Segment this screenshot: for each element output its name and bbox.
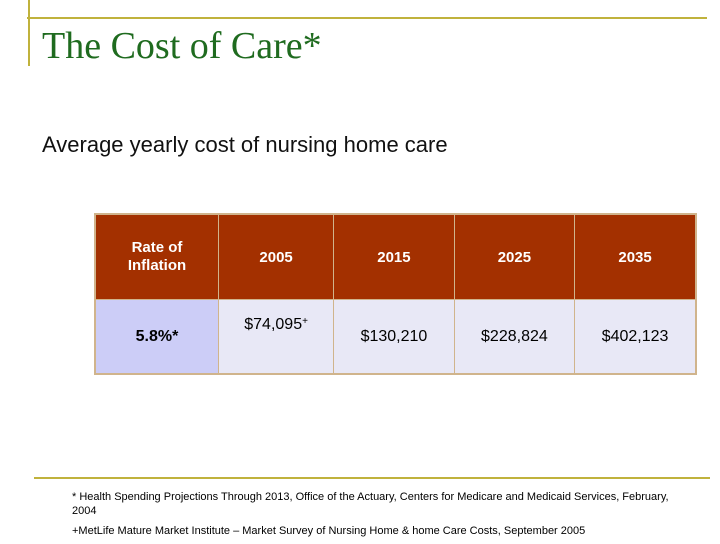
cost-value-2005: $74,095 [244,316,303,333]
header-year-2005: 2005 [217,213,335,300]
header-rate-of-inflation: Rate of Inflation [94,213,219,300]
footnote-metlife: +MetLife Mature Market Institute – Marke… [72,525,586,537]
rate-cell: 5.8%* [94,299,219,375]
title-frame-left-rule [28,0,30,66]
footnotes: * Health Spending Projections Through 20… [72,490,692,544]
footnote-cms: * Health Spending Projections Through 20… [72,491,669,517]
header-year-2035: 2035 [574,213,697,300]
cost-cell-2005: $74,095+ [217,299,335,375]
slide-subtitle: Average yearly cost of nursing home care [42,132,448,157]
cost-cell-2035: $402,123 [574,299,697,375]
header-year-2025: 2025 [453,213,576,300]
slide-title: The Cost of Care* [42,25,322,67]
source-marker: + [302,316,308,327]
table-row: 5.8%* $74,095+ $130,210 $228,824 $402,12… [94,299,697,375]
title-frame-top-rule [27,17,707,19]
footer-rule [34,477,710,479]
cost-cell-2025: $228,824 [453,299,576,375]
header-year-2015: 2015 [333,213,455,300]
cost-cell-2015: $130,210 [333,299,455,375]
cost-table: Rate of Inflation 2005 2015 2025 2035 5.… [94,213,697,375]
table-header-row: Rate of Inflation 2005 2015 2025 2035 [94,213,697,300]
